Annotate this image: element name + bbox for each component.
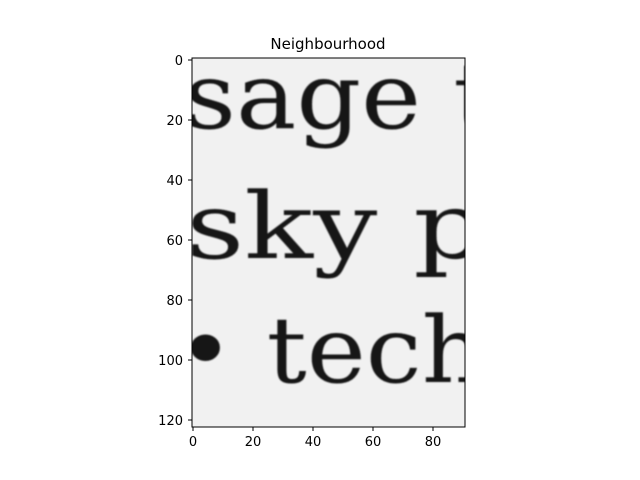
x-tick-label: 0 bbox=[189, 435, 197, 450]
y-tick-label: 20 bbox=[166, 114, 183, 129]
plot-title: Neighbourhood bbox=[270, 35, 385, 53]
y-tick-label: 40 bbox=[166, 174, 183, 189]
x-axis: 0 20 40 60 80 bbox=[189, 427, 441, 450]
image-background bbox=[192, 58, 465, 427]
y-tick-label: 0 bbox=[175, 54, 183, 69]
x-tick-label: 20 bbox=[245, 435, 262, 450]
image-panel: sage t sky p • tech bbox=[176, 43, 494, 427]
y-axis: 0 20 40 60 80 100 120 bbox=[158, 54, 192, 429]
image-text-line-2: sky p bbox=[186, 173, 486, 280]
axes-frame bbox=[191, 57, 466, 428]
x-tick-label: 80 bbox=[425, 435, 442, 450]
y-tick-label: 60 bbox=[166, 234, 183, 249]
y-tick-label: 100 bbox=[158, 354, 183, 369]
x-tick-label: 40 bbox=[305, 435, 322, 450]
y-tick-label: 120 bbox=[158, 414, 183, 429]
x-tick-label: 60 bbox=[365, 435, 382, 450]
image-text-line-3: • tech bbox=[176, 297, 486, 404]
y-tick-label: 80 bbox=[166, 294, 183, 309]
image-text-line-1: sage t bbox=[184, 43, 494, 150]
